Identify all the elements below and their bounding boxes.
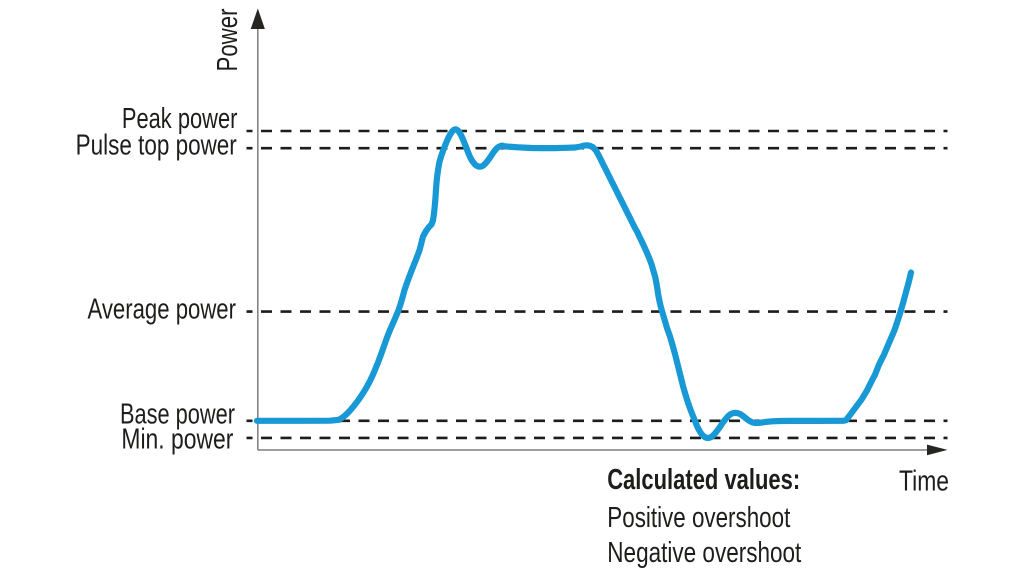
svg-text:Peak power: Peak power	[122, 102, 238, 134]
svg-text:Min. power: Min. power	[121, 423, 233, 455]
svg-text:Calculated values:: Calculated values:	[607, 463, 800, 495]
svg-text:Pulse top power: Pulse top power	[76, 128, 237, 160]
svg-text:Positive overshoot: Positive overshoot	[607, 501, 790, 533]
svg-text:Negative overshoot: Negative overshoot	[607, 536, 801, 568]
svg-text:Average power: Average power	[88, 293, 237, 325]
svg-text:Power: Power	[211, 9, 243, 72]
svg-text:Base power: Base power	[120, 398, 235, 430]
svg-text:Time: Time	[899, 465, 949, 497]
